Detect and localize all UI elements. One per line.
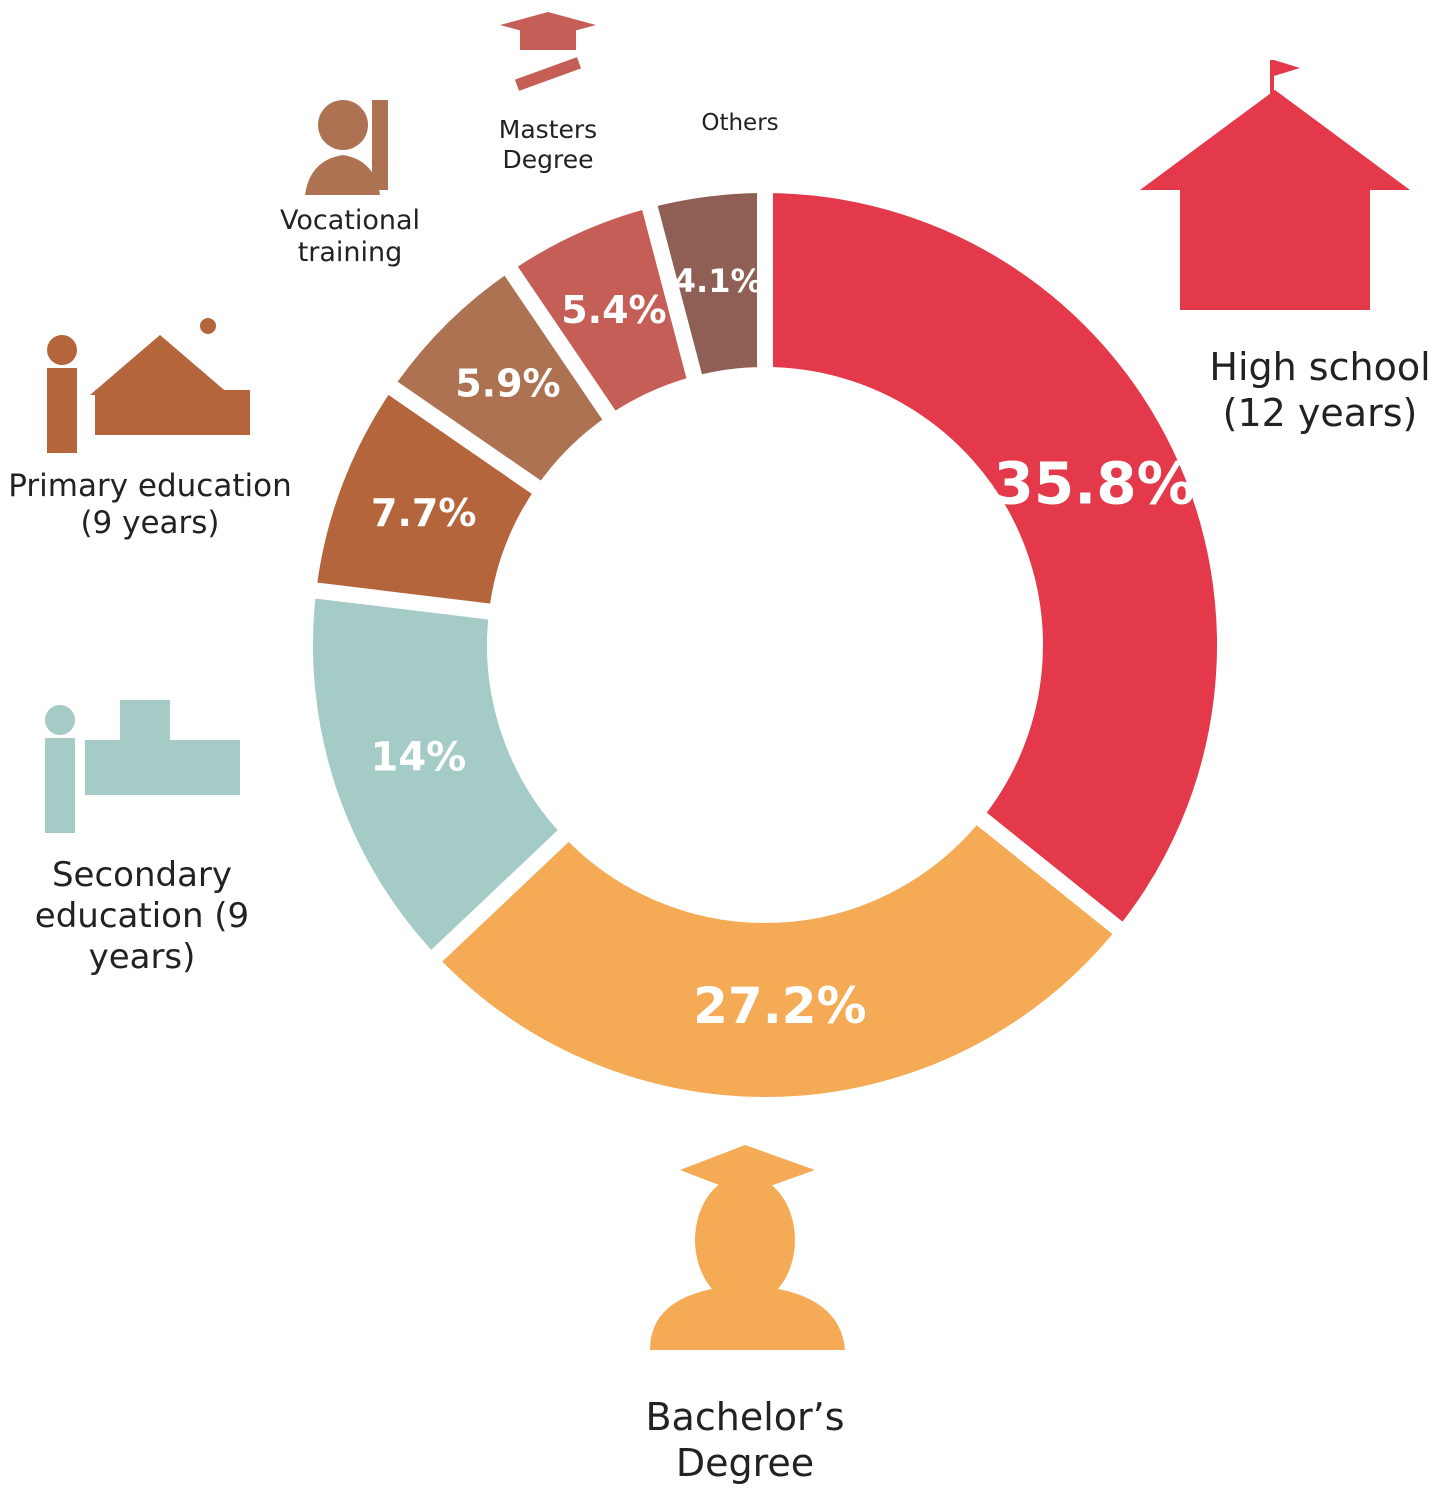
category-label: Primary education (9 years) <box>8 468 292 542</box>
icon-secondary <box>45 700 240 833</box>
category-label: Bachelor’s Degree <box>645 1395 845 1485</box>
donut-segment <box>638 176 773 394</box>
category-label: Others <box>701 110 779 136</box>
donut-segment <box>757 176 1233 945</box>
value-label: 14% <box>370 734 466 780</box>
donut-segment <box>297 580 581 973</box>
donut-segment <box>419 802 1135 1113</box>
value-label: 27.2% <box>693 977 866 1035</box>
category-label: Vocational training <box>279 205 421 269</box>
category-label: High school (12 years) <box>1209 345 1431 435</box>
icon-vocational <box>305 100 388 195</box>
category-label: Masters Degree <box>498 115 598 174</box>
icon-masters <box>500 12 596 91</box>
value-label: 5.9% <box>455 361 560 405</box>
value-label: 35.8% <box>993 449 1194 517</box>
icon-bachelor <box>650 1145 845 1350</box>
icon-primary <box>47 318 250 453</box>
category-label: Secondary education (9 years) <box>34 855 250 977</box>
value-label: 4.1% <box>674 262 763 300</box>
value-label: 5.4% <box>561 288 666 332</box>
value-label: 7.7% <box>371 491 476 535</box>
icon-high-school <box>1140 60 1410 310</box>
